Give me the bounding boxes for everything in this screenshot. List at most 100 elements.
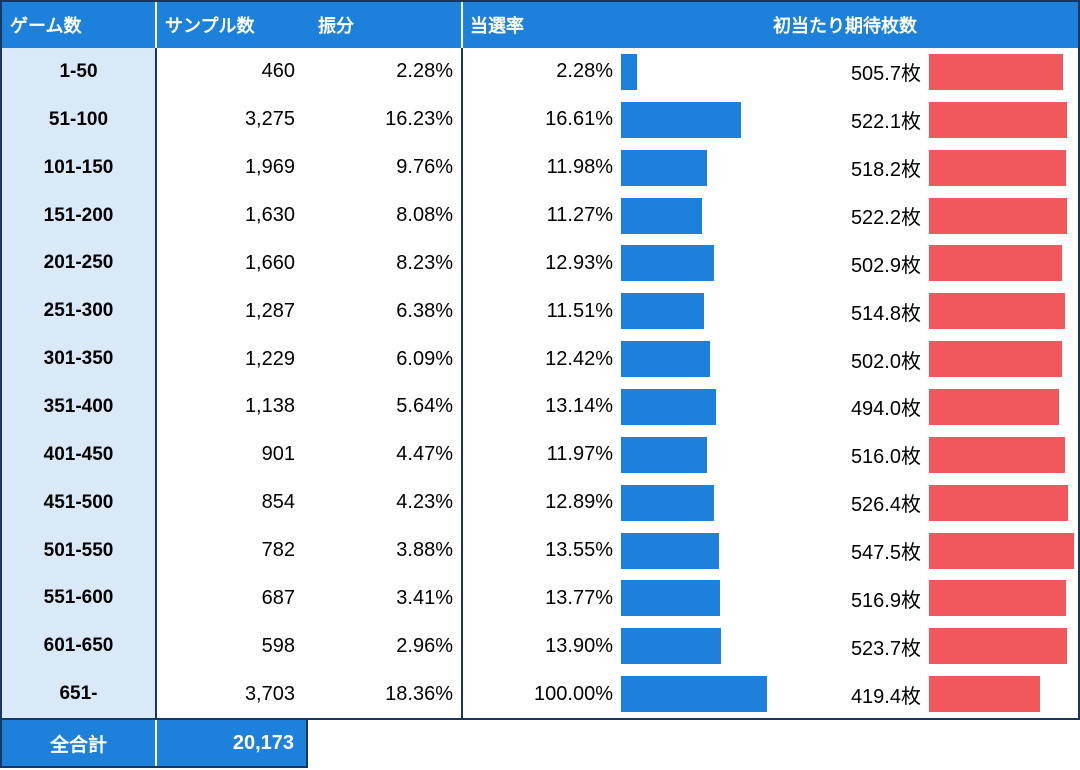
column-divider	[461, 335, 463, 384]
win-rate-cell: 12.93%	[463, 239, 769, 287]
game-range-cell: 351-400	[2, 383, 155, 431]
header-divider	[461, 2, 463, 48]
expected-payout-value: 516.9枚	[850, 589, 921, 612]
sample-count-cell: 901	[261, 443, 295, 466]
column-divider	[155, 48, 157, 96]
header-distribution: 振分	[305, 2, 461, 48]
expected-payout-value: 523.7枚	[850, 637, 921, 660]
game-range-cell: 501-550	[2, 526, 155, 575]
column-divider	[155, 95, 157, 144]
win-rate-bar	[621, 436, 708, 473]
column-divider	[155, 670, 157, 719]
win-rate-value: 2.28%	[556, 60, 613, 83]
header-divider	[155, 2, 157, 48]
distribution-cell: 3.41%	[396, 586, 453, 609]
header-games: ゲーム数	[2, 2, 155, 48]
sample-count-cell: 1,229	[244, 347, 295, 370]
win-rate-cell: 11.51%	[463, 287, 769, 335]
game-range-cell: 551-600	[2, 574, 155, 623]
column-divider	[155, 526, 157, 575]
sample-count-cell: 1,630	[244, 204, 295, 226]
column-divider	[461, 191, 463, 240]
expected-payout-value: 502.0枚	[850, 350, 921, 373]
column-divider	[461, 48, 463, 96]
expected-payout-value: 518.2枚	[850, 159, 921, 182]
distribution-cell: 6.09%	[396, 347, 453, 370]
column-divider	[461, 287, 463, 336]
column-divider	[461, 622, 463, 671]
win-rate-cell: 13.55%	[463, 527, 769, 575]
win-rate-bar	[621, 532, 719, 569]
expected-payout-cell: 522.2枚	[769, 192, 1078, 240]
win-rate-bar	[621, 245, 715, 282]
sample-count-cell: 1,969	[244, 156, 295, 179]
win-rate-value: 13.90%	[545, 634, 613, 657]
game-range-cell: 251-300	[2, 287, 155, 336]
game-range-cell: 601-650	[2, 622, 155, 671]
win-rate-value: 16.61%	[545, 108, 613, 131]
win-rate-bar	[621, 293, 704, 330]
sample-count-cell: 1,138	[244, 395, 295, 418]
header-samples: サンプル数	[157, 2, 305, 48]
column-divider	[461, 670, 463, 719]
expected-payout-bar	[929, 484, 1068, 521]
win-rate-value: 13.77%	[545, 586, 613, 609]
sample-count-cell: 1,287	[244, 299, 295, 322]
distribution-cell: 5.64%	[396, 395, 453, 418]
column-divider	[155, 191, 157, 240]
expected-payout-bar	[929, 293, 1065, 330]
distribution-cell: 16.23%	[385, 108, 453, 131]
expected-payout-value: 419.4枚	[850, 685, 921, 708]
expected-payout-bar	[929, 676, 1040, 713]
win-rate-value: 11.51%	[546, 299, 613, 322]
distribution-cell: 4.23%	[396, 491, 453, 514]
table-row: 51-100 3,275 16.23% 16.61% 522.1枚	[2, 95, 1078, 144]
win-rate-bar	[621, 484, 714, 521]
sample-count-cell: 3,703	[244, 682, 295, 705]
distribution-cell: 8.08%	[396, 204, 453, 226]
sample-count-cell: 687	[261, 586, 295, 609]
win-rate-value: 100.00%	[534, 682, 613, 705]
expected-payout-cell: 419.4枚	[769, 670, 1078, 718]
win-rate-value: 11.97%	[546, 443, 613, 466]
sample-count-cell: 598	[261, 634, 295, 657]
distribution-cell: 9.76%	[396, 156, 453, 179]
header-win-rate: 当選率	[463, 2, 769, 48]
win-rate-bar	[621, 580, 721, 617]
column-divider	[155, 383, 157, 431]
expected-payout-bar	[929, 53, 1063, 90]
game-range-cell: 401-450	[2, 430, 155, 479]
win-rate-bar	[621, 53, 638, 90]
column-divider	[155, 478, 157, 527]
header-expected-payout: 初当たり期待枚数	[769, 2, 1078, 48]
table-footer-row: 全合計 20,173	[0, 720, 308, 768]
win-rate-cell: 100.00%	[463, 670, 769, 718]
win-rate-bar	[621, 197, 703, 234]
win-rate-bar	[621, 341, 711, 378]
win-rate-bar	[621, 676, 767, 713]
table-row: 401-450 901 4.47% 11.97% 516.0枚	[2, 430, 1078, 479]
table-row: 651- 3,703 18.36% 100.00% 419.4枚	[2, 670, 1078, 719]
table-row: 551-600 687 3.41% 13.77% 516.9枚	[2, 574, 1078, 623]
game-range-cell: 101-150	[2, 143, 155, 192]
expected-payout-value: 526.4枚	[850, 494, 921, 517]
win-rate-value: 12.42%	[545, 347, 613, 370]
column-divider	[461, 430, 463, 479]
table-row: 501-550 782 3.88% 13.55% 547.5枚	[2, 526, 1078, 575]
distribution-cell: 8.23%	[396, 251, 453, 274]
win-rate-cell: 2.28%	[463, 48, 769, 96]
expected-payout-value: 514.8枚	[850, 302, 921, 325]
win-rate-cell: 13.14%	[463, 383, 769, 431]
win-rate-value: 12.89%	[545, 491, 613, 514]
expected-payout-cell: 505.7枚	[769, 48, 1078, 96]
expected-payout-bar	[929, 101, 1067, 138]
footer-total-label: 全合計	[2, 720, 155, 766]
column-divider	[155, 335, 157, 384]
expected-payout-bar	[929, 580, 1066, 617]
column-divider	[155, 430, 157, 479]
table-row: 351-400 1,138 5.64% 13.14% 494.0枚	[2, 383, 1078, 431]
stats-table: ゲーム数 サンプル数 振分 当選率 初当たり期待枚数 1-50 460 2.28…	[0, 0, 1080, 720]
column-divider	[461, 478, 463, 527]
table-row: 451-500 854 4.23% 12.89% 526.4枚	[2, 478, 1078, 527]
sample-count-cell: 460	[261, 60, 295, 83]
